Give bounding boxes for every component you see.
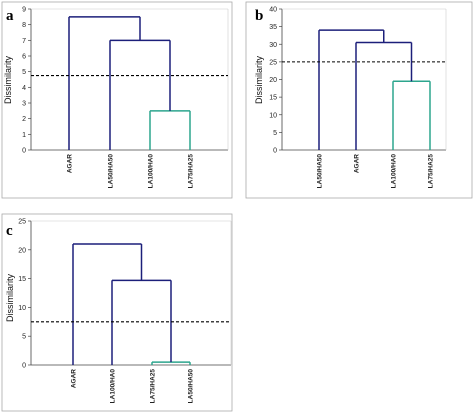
panel-b-ytick-label: 25 xyxy=(269,59,277,66)
panel-b-ylabel: Dissimilarity xyxy=(254,56,264,104)
panel-a-ylabel: Dissimilarity xyxy=(3,56,13,104)
panel-c-frame xyxy=(1,213,233,412)
panel-c-ytick-label: 25 xyxy=(18,219,26,226)
panel-c-leaf-label: LA100/HA0 xyxy=(110,369,117,404)
panel-a-leaf-label: LA50/HA50 xyxy=(108,154,115,189)
panel-c-ytick-label: 15 xyxy=(18,276,26,283)
panel-b-ytick-label: 10 xyxy=(269,112,277,119)
panel-b-frame xyxy=(245,1,473,199)
panel-a: a Dissimilarity 0 1 2 3 4 5 6 7 8 9 AGAR LA50/HA50 L… xyxy=(1,1,233,199)
panel-c-ytick-label: 20 xyxy=(18,247,26,254)
panel-c-label: c xyxy=(6,223,13,239)
panel-b-ytick-label: 30 xyxy=(269,42,277,49)
panel-a-label: a xyxy=(6,8,14,24)
panel-a-ytick-label: 0 xyxy=(22,148,26,155)
panel-b-ytick-label: 35 xyxy=(269,24,277,31)
panel-c: c Dissimilarity 0 5 10 15 20 25 AGAR LA100/HA0 L… xyxy=(1,213,233,412)
panel-c-leaf-label: LA75/HA25 xyxy=(150,369,157,404)
panel-c-ytick-label: 10 xyxy=(18,305,26,312)
panel-a-ytick-label: 6 xyxy=(22,54,26,61)
panel-c-leaf-label: AGAR xyxy=(71,369,78,388)
panel-b-leaf-label: LA75/HA25 xyxy=(428,154,435,189)
panel-c-ytick-label: 5 xyxy=(22,334,26,341)
panel-c-leaf-label: LA50/HA50 xyxy=(188,369,195,404)
panel-b-ytick-label: 15 xyxy=(269,95,277,102)
panel-a-ytick-label: 9 xyxy=(22,7,26,14)
panel-b-label: b xyxy=(255,8,263,24)
panel-a-ytick-label: 7 xyxy=(22,38,26,45)
panel-b-leaf-label: LA100/HA0 xyxy=(391,154,398,189)
panel-a-leaf-label: AGAR xyxy=(67,154,74,173)
panel-b-ytick-label: 40 xyxy=(269,7,277,14)
panel-a-ytick-label: 2 xyxy=(22,116,26,123)
panel-a-ytick-label: 8 xyxy=(22,22,26,29)
panel-b-ytick-label: 20 xyxy=(269,77,277,84)
panel-b-leaf-label: AGAR xyxy=(354,154,361,173)
panel-b-ytick-label: 0 xyxy=(273,148,277,155)
panel-a-frame xyxy=(1,1,233,199)
panel-b: b Dissimilarity 0 5 10 15 20 25 30 35 40 LA50/HA5… xyxy=(245,1,473,199)
panel-c-ylabel: Dissimilarity xyxy=(5,274,15,322)
panel-a-ytick-label: 5 xyxy=(22,69,26,76)
panel-b-leaf-label: LA50/HA50 xyxy=(317,154,324,189)
panel-a-leaf-label: LA75/HA25 xyxy=(188,154,195,189)
panel-a-ytick-label: 1 xyxy=(22,132,26,139)
panel-b-ytick-label: 5 xyxy=(273,130,277,137)
panel-a-ytick-label: 3 xyxy=(22,101,26,108)
panel-a-leaf-label: LA100/HA0 xyxy=(148,154,155,189)
panel-a-ytick-label: 4 xyxy=(22,85,26,92)
panel-c-ytick-label: 0 xyxy=(22,363,26,370)
